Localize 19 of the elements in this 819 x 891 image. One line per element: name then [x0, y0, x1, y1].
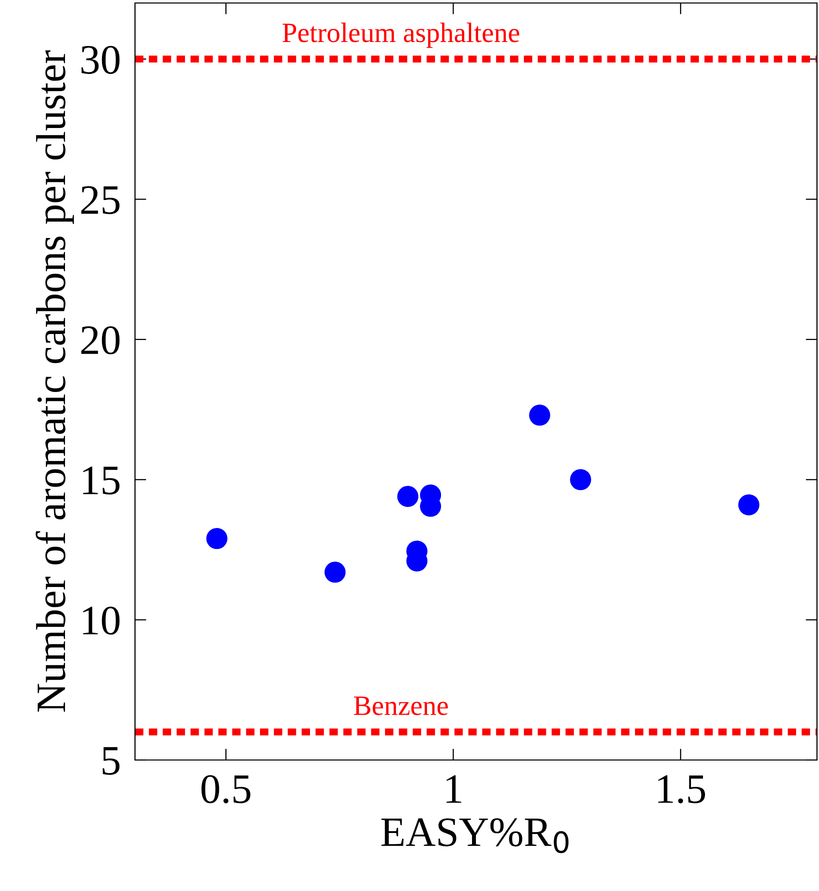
x-axis-title: EASY%R$_{0}$: [381, 818, 568, 854]
y-tick-label: 25: [81, 186, 120, 214]
point: [529, 404, 550, 426]
point: [738, 494, 760, 516]
y-tick-label: 15: [83, 466, 120, 494]
ref-line-label: Benzene: [354, 696, 448, 716]
point: [397, 486, 418, 507]
point: [570, 469, 592, 490]
y-tick-label: 30: [81, 46, 120, 74]
ref-line-label: Petroleum asphaltene: [282, 22, 520, 48]
x-tick-label: 1.5: [658, 775, 706, 804]
point: [206, 528, 228, 550]
point: [324, 562, 346, 583]
y-tick-label: 10: [83, 606, 120, 635]
x-tick-label: 0.5: [201, 775, 250, 804]
y-tick-label: 20: [81, 326, 120, 354]
x-tick-label: 1: [446, 775, 462, 803]
y-axis-title: Number of aromatic carbons per cluster: [36, 50, 74, 712]
y-tick-label: 5: [102, 747, 120, 775]
